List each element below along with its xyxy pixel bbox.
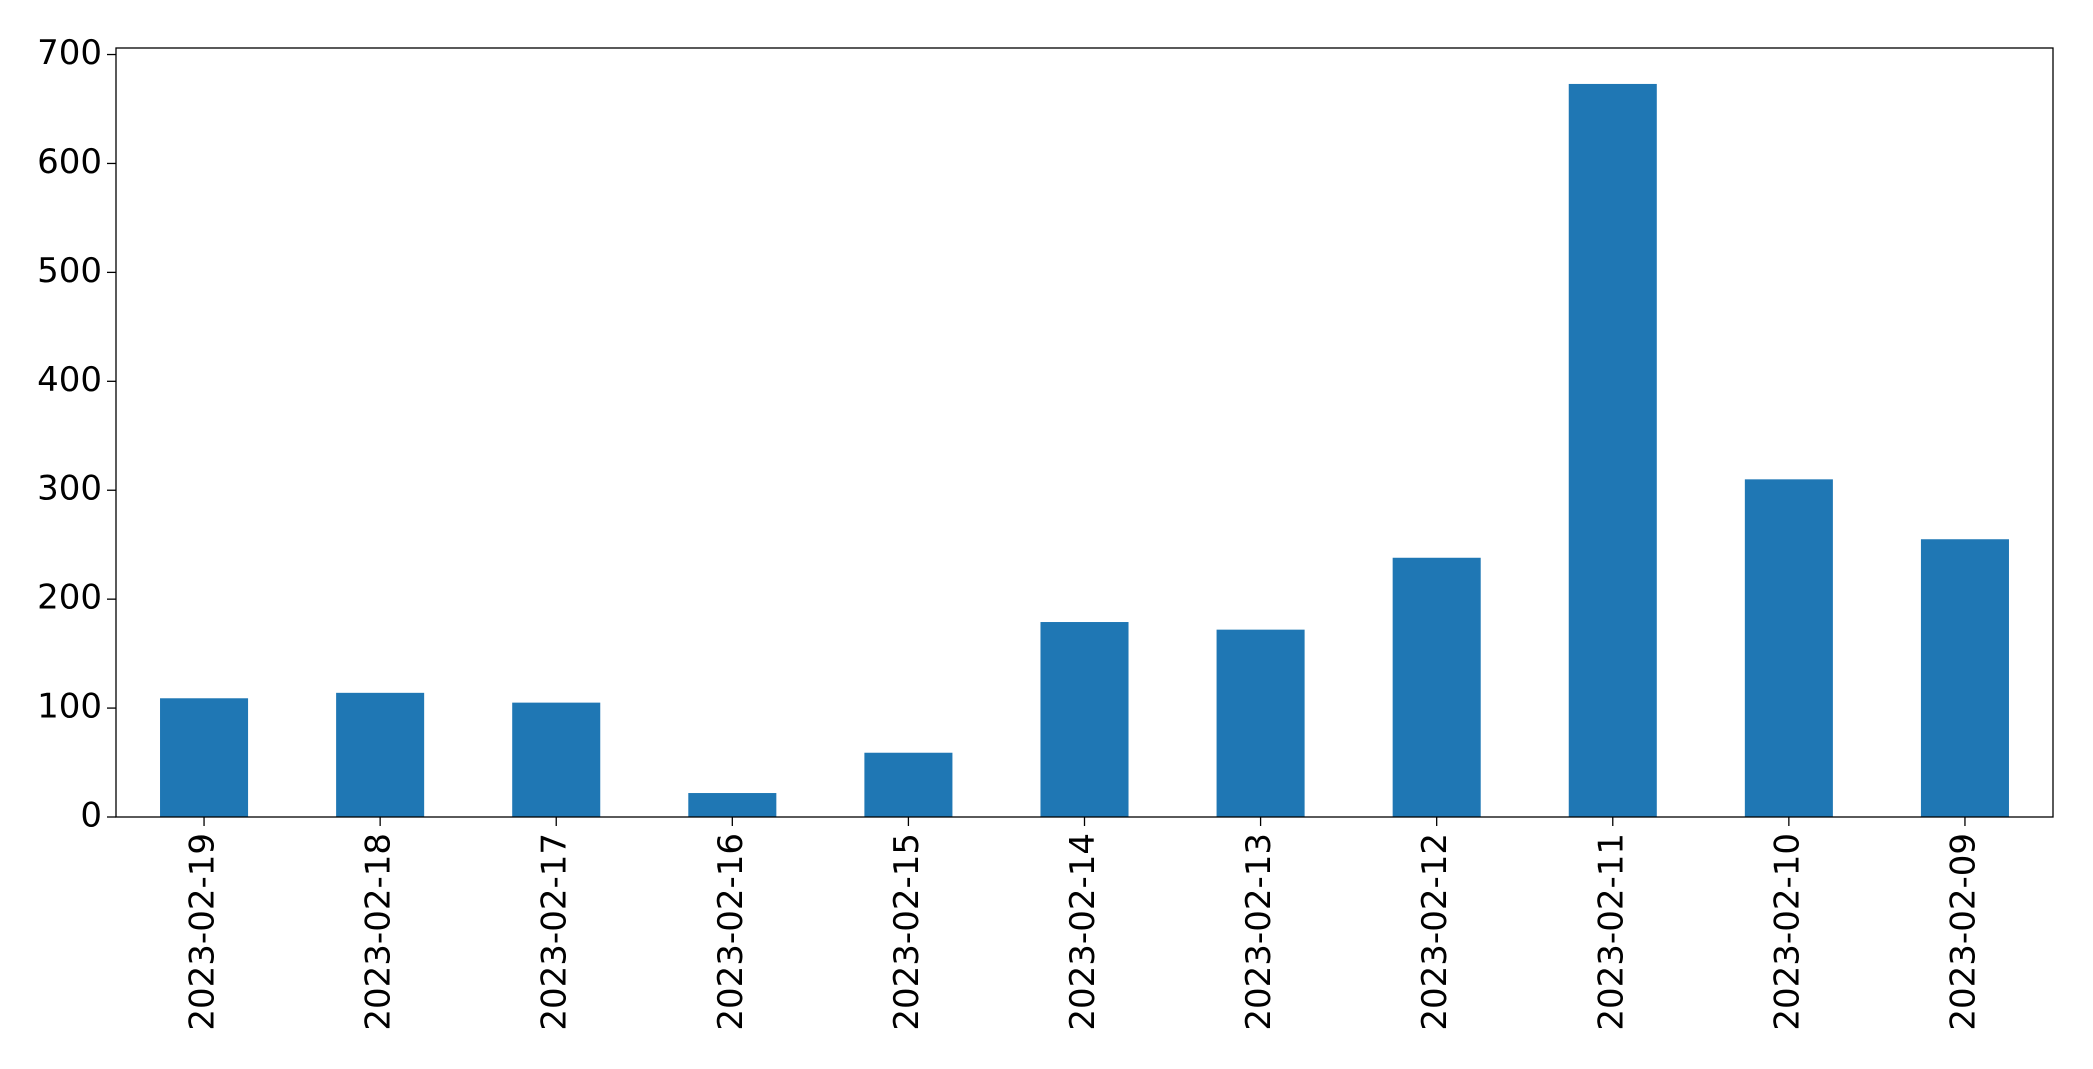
- y-tick-label: 600: [37, 142, 102, 182]
- bar: [1040, 622, 1129, 817]
- bar: [1920, 539, 2009, 817]
- bar: [160, 698, 249, 817]
- x-tick-label: 2023-02-12: [1415, 833, 1455, 1031]
- bar: [1392, 557, 1481, 817]
- bar: [1744, 479, 1833, 817]
- y-tick-label: 500: [37, 251, 102, 291]
- x-tick-label: 2023-02-16: [711, 833, 751, 1031]
- bar: [864, 752, 953, 817]
- y-tick-label: 100: [37, 687, 102, 727]
- y-tick-label: 200: [37, 578, 102, 618]
- y-tick-label: 0: [80, 796, 102, 836]
- x-tick-label: 2023-02-15: [887, 833, 927, 1031]
- bar: [1568, 83, 1657, 817]
- bar: [512, 702, 601, 817]
- y-tick-label: 400: [37, 360, 102, 400]
- x-tick-label: 2023-02-13: [1239, 833, 1279, 1031]
- bar: [336, 692, 425, 817]
- y-tick-label: 700: [37, 33, 102, 73]
- x-tick-label: 2023-02-19: [183, 833, 223, 1031]
- x-tick-label: 2023-02-09: [1943, 833, 1983, 1031]
- x-tick-label: 2023-02-11: [1591, 833, 1631, 1031]
- bar: [1216, 629, 1305, 817]
- plot-frame: [115, 47, 2054, 818]
- x-tick-label: 2023-02-10: [1767, 833, 1807, 1031]
- x-tick-label: 2023-02-14: [1063, 833, 1103, 1031]
- y-tick-label: 300: [37, 469, 102, 509]
- x-tick-label: 2023-02-18: [359, 833, 399, 1031]
- bar: [688, 793, 777, 817]
- x-tick-label: 2023-02-17: [535, 833, 575, 1031]
